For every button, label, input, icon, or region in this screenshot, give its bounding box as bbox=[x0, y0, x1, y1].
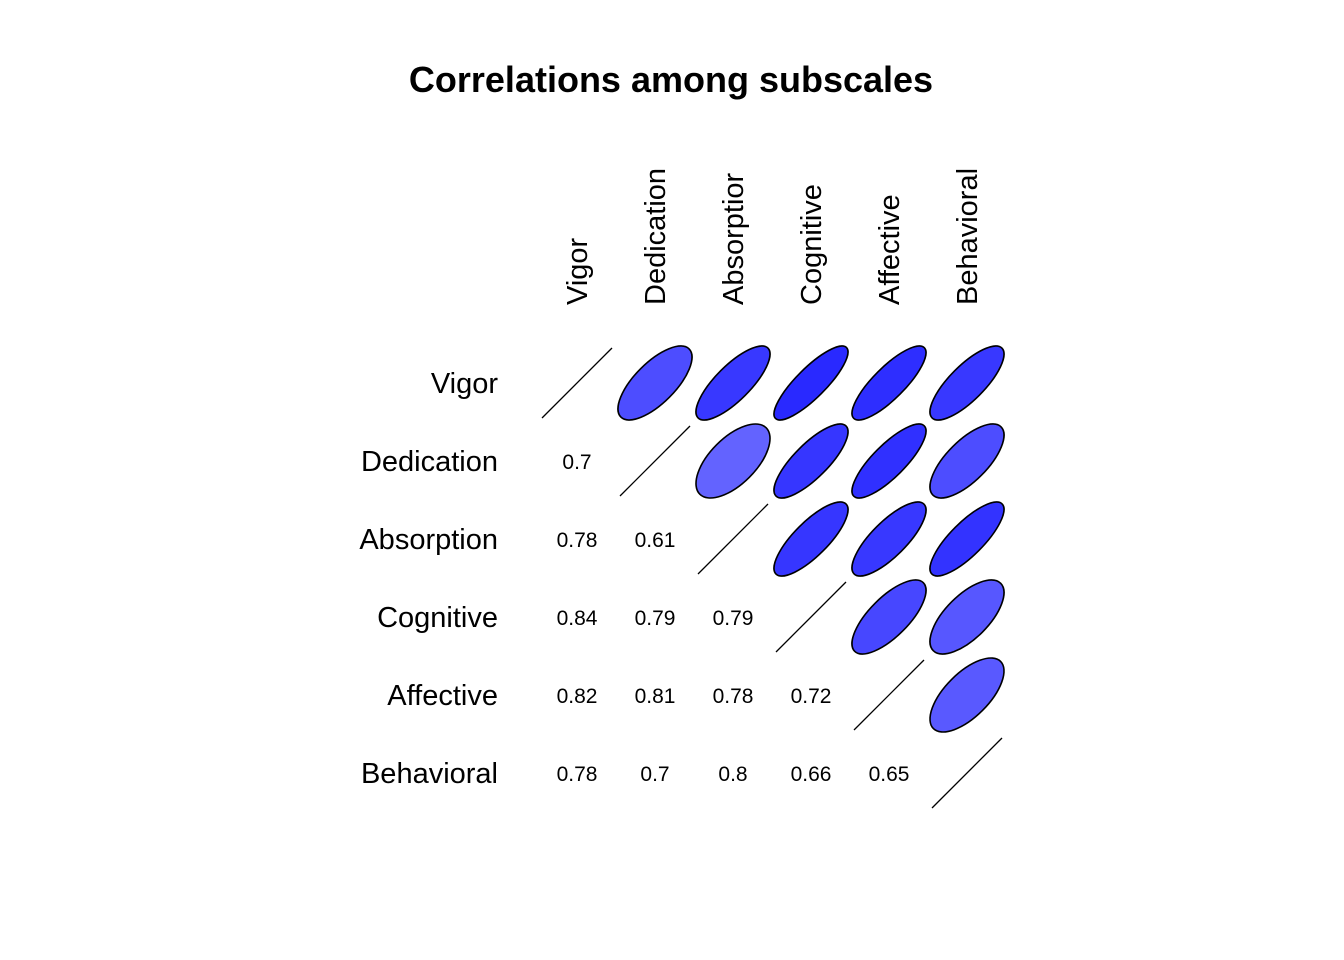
ellipse-dedication-behavioral bbox=[929, 423, 1005, 499]
ellipse-cognitive-behavioral bbox=[929, 579, 1005, 655]
coef-cognitive-dedication: 0.79 bbox=[635, 607, 676, 630]
row-label-absorption: Absorption bbox=[359, 524, 498, 556]
diagonal-line-vigor bbox=[541, 347, 613, 419]
row-label-behavioral: Behavioral bbox=[361, 758, 498, 790]
column-labels: Vigor Dedication Absorptior Cognitive Affect… bbox=[562, 168, 984, 305]
ellipse-vigor-behavioral bbox=[929, 345, 1005, 421]
ellipse-dedication-absorption bbox=[695, 423, 771, 499]
coef-behavioral-absorption: 0.8 bbox=[718, 763, 747, 786]
coef-cognitive-vigor: 0.84 bbox=[557, 607, 598, 630]
matrix-cells: 0.7 0.78 0.61 0.84 0.79 0.79 0.82 0.81 0.78 0.72 0… bbox=[541, 345, 1005, 809]
coef-behavioral-affective: 0.65 bbox=[869, 763, 910, 786]
diagonal-line-cognitive bbox=[775, 581, 847, 653]
row-labels: Vigor Dedication Absorption Cognitive Affect… bbox=[359, 368, 498, 790]
ellipse-vigor-dedication bbox=[617, 345, 693, 421]
ellipse-cognitive-affective bbox=[851, 579, 927, 655]
coef-behavioral-cognitive: 0.66 bbox=[791, 763, 832, 786]
coef-affective-dedication: 0.81 bbox=[635, 685, 676, 708]
coef-cognitive-absorption: 0.79 bbox=[713, 607, 754, 630]
column-label-cognitive: Cognitive bbox=[796, 184, 828, 305]
column-label-vigor: Vigor bbox=[562, 237, 594, 305]
ellipse-dedication-cognitive bbox=[773, 423, 849, 499]
ellipse-absorption-cognitive bbox=[773, 501, 849, 577]
chart-title: Correlations among subscales bbox=[409, 59, 933, 100]
coef-dedication-vigor: 0.7 bbox=[562, 451, 591, 474]
coef-affective-absorption: 0.78 bbox=[713, 685, 754, 708]
diagonal-line-affective bbox=[853, 659, 925, 731]
column-label-affective: Affective bbox=[874, 194, 906, 305]
ellipse-absorption-behavioral bbox=[929, 501, 1005, 577]
diagonal-line-absorption bbox=[697, 503, 769, 575]
ellipse-affective-behavioral bbox=[929, 657, 1005, 733]
coef-affective-cognitive: 0.72 bbox=[791, 685, 832, 708]
ellipse-vigor-absorption bbox=[695, 345, 771, 421]
column-label-dedication: Dedication bbox=[640, 168, 672, 305]
coef-affective-vigor: 0.82 bbox=[557, 685, 598, 708]
ellipse-absorption-affective bbox=[851, 501, 927, 577]
coef-behavioral-dedication: 0.7 bbox=[640, 763, 669, 786]
column-label-behavioral: Behavioral bbox=[952, 168, 984, 305]
column-label-absorption: Absorptior bbox=[718, 172, 750, 305]
row-label-cognitive: Cognitive bbox=[377, 602, 498, 634]
coef-absorption-vigor: 0.78 bbox=[557, 529, 598, 552]
ellipse-vigor-affective bbox=[851, 345, 927, 421]
coef-absorption-dedication: 0.61 bbox=[635, 529, 676, 552]
diagonal-line-dedication bbox=[619, 425, 691, 497]
ellipse-dedication-affective bbox=[851, 423, 927, 499]
coef-behavioral-vigor: 0.78 bbox=[557, 763, 598, 786]
row-label-dedication: Dedication bbox=[361, 446, 498, 478]
diagonal-line-behavioral bbox=[931, 737, 1003, 809]
ellipse-vigor-cognitive bbox=[773, 345, 849, 421]
row-label-vigor: Vigor bbox=[431, 368, 499, 400]
row-label-affective: Affective bbox=[387, 680, 498, 712]
